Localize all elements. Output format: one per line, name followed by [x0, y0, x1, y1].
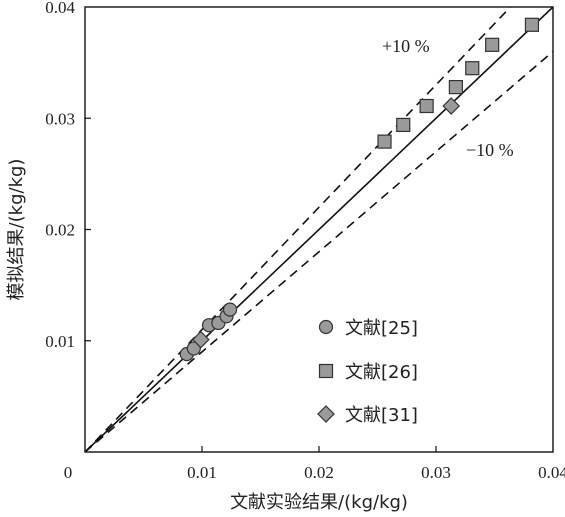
legend-item-26: 文献[26]: [318, 362, 418, 383]
y-tick-label: 0.04: [45, 0, 75, 17]
data-point-diamond: [442, 97, 461, 115]
reference-line-lower: [85, 50, 553, 452]
y-tick-label: 0.03: [45, 109, 75, 128]
data-points: [179, 17, 540, 362]
y-axis-title: 模拟结果/(kg/kg): [6, 159, 27, 301]
legend-item-25: 文献[25]: [318, 318, 418, 339]
data-point-square: [419, 98, 434, 114]
data-point-circle: [186, 341, 201, 356]
x-tick-label: 0: [64, 463, 73, 482]
legend-marker-square: [318, 363, 334, 379]
data-point-circle: [222, 302, 238, 317]
data-point-square: [485, 37, 500, 52]
x-tick-label: 0.02: [304, 463, 334, 482]
data-point-square: [448, 79, 463, 95]
legend-label-31: 文献[31]: [345, 405, 418, 426]
x-tick-label: 0.03: [421, 463, 451, 482]
y-tick-label: 0.01: [45, 332, 75, 351]
data-point-square: [524, 17, 540, 32]
data-point-square: [396, 117, 411, 133]
axis-ticks: 0 0.01 0.02 0.03 0.04 0.01 0.02 0.03 0.04: [45, 0, 565, 482]
data-point-square: [465, 61, 480, 76]
legend-marker-circle: [318, 319, 334, 335]
reference-line-parity: [85, 7, 553, 452]
annotation-plus-10: +10 %: [382, 36, 430, 56]
data-point-diamond: [191, 330, 210, 349]
legend-item-31: 文献[31]: [317, 405, 418, 426]
x-tick-label: 0.04: [538, 463, 565, 482]
legend-label-25: 文献[25]: [345, 318, 418, 339]
legend: 文献[25] 文献[26] 文献[31]: [317, 318, 418, 426]
legend-marker-diamond: [317, 405, 335, 423]
y-tick-label: 0.02: [45, 221, 75, 240]
reference-lines: [85, 7, 553, 452]
annotation-minus-10: −10 %: [466, 140, 514, 160]
legend-label-26: 文献[26]: [345, 362, 418, 383]
reference-line-upper: [85, 7, 512, 452]
x-axis-title: 文献实验结果/(kg/kg): [230, 492, 408, 513]
x-tick-label: 0.01: [187, 463, 217, 482]
data-point-square: [377, 134, 392, 149]
